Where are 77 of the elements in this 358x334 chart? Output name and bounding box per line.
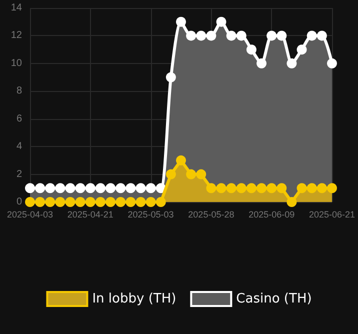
point (176, 16, 186, 27)
point (266, 30, 277, 41)
point (206, 30, 216, 41)
point (65, 197, 76, 207)
point (146, 197, 156, 207)
point (55, 183, 66, 194)
point (35, 183, 46, 194)
point (55, 197, 66, 207)
point (116, 197, 126, 207)
point (95, 197, 106, 207)
point (196, 30, 206, 41)
point (136, 183, 146, 194)
y-tick-label: 4 (16, 141, 22, 152)
point (116, 183, 126, 194)
point (216, 16, 226, 27)
y-tick-label: 8 (16, 86, 22, 97)
y-tick-label: 14 (10, 2, 22, 14)
x-tick-label: 2025-06-21 (308, 210, 356, 220)
point (65, 183, 76, 194)
point (196, 169, 206, 180)
point (326, 58, 337, 68)
point (186, 30, 196, 41)
point (25, 183, 35, 194)
point (216, 183, 226, 194)
x-tick-label: 2025-06-09 (248, 210, 295, 220)
point (35, 197, 46, 207)
point (146, 183, 156, 194)
point (316, 30, 327, 41)
point (126, 183, 136, 194)
point (256, 183, 267, 194)
point (85, 197, 96, 207)
point (256, 58, 267, 68)
point (226, 30, 236, 41)
y-tick-label: 2 (16, 168, 22, 180)
point (246, 183, 256, 194)
x-tick-label: 2025-05-28 (188, 210, 234, 220)
x-tick-label: 2025-05-03 (128, 210, 174, 220)
point (206, 183, 216, 194)
x-tick-label: 2025-04-03 (6, 210, 54, 220)
point (136, 197, 146, 207)
point (326, 183, 337, 194)
point (296, 44, 307, 55)
point (266, 183, 277, 194)
point (75, 197, 86, 207)
point (276, 183, 287, 194)
point (316, 183, 327, 194)
point (126, 197, 136, 207)
point (236, 30, 246, 41)
point (306, 30, 317, 41)
point (75, 183, 86, 194)
point (296, 183, 307, 194)
point (106, 183, 116, 194)
point (85, 183, 96, 194)
point (236, 183, 246, 194)
point (276, 30, 287, 41)
point (286, 197, 297, 207)
point (306, 183, 317, 194)
point (156, 197, 166, 207)
point (286, 58, 297, 68)
point (45, 183, 56, 194)
y-tick-label: 12 (10, 30, 22, 42)
y-tick-label: 10 (10, 58, 22, 69)
point (246, 44, 256, 55)
point (95, 183, 106, 194)
point (45, 197, 56, 207)
point (166, 169, 176, 180)
x-tick-label: 2025-04-21 (67, 210, 114, 220)
legend-label: In lobby (TH) (92, 292, 176, 306)
y-tick-label: 6 (16, 113, 22, 124)
point (186, 169, 196, 180)
point (25, 197, 35, 207)
y-tick-label: 0 (16, 196, 22, 208)
point (106, 197, 116, 207)
point (176, 155, 186, 166)
point (226, 183, 236, 194)
legend-label: Casino (TH) (236, 292, 312, 306)
point (166, 72, 176, 82)
